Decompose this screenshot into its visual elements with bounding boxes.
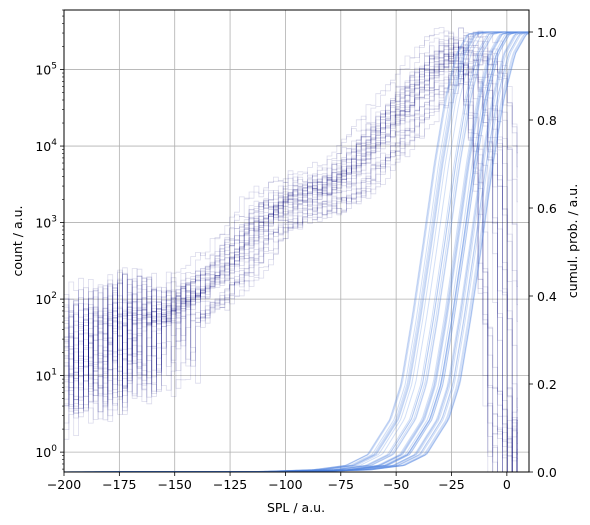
- y-right-tick-label: 0.2: [537, 377, 557, 392]
- cdf-series-group: [63, 31, 530, 473]
- histogram-series-line: [64, 65, 518, 412]
- y-axis-left-label: count / a.u.: [10, 206, 25, 277]
- histogram-series-line: [64, 27, 518, 473]
- y-left-tick-base: 10: [35, 445, 51, 460]
- histogram-series-line: [64, 38, 518, 473]
- x-tick-label: −75: [328, 477, 354, 492]
- x-axis: −200 −175 −150 −125 −100 −75 −50 −25 0: [47, 472, 511, 492]
- histogram-series-line: [64, 67, 518, 473]
- histogram-series-line: [64, 35, 518, 473]
- y-left-tick-label: 104: [35, 138, 57, 154]
- histogram-series-line: [64, 42, 518, 473]
- histogram-series-group: [64, 27, 518, 473]
- y-left-tick-exponent: 3: [51, 215, 57, 225]
- histogram-series-line: [64, 41, 518, 455]
- y-axis-right-label: cumul. prob. / a.u.: [565, 184, 580, 298]
- y-left-tick-base: 10: [35, 63, 51, 78]
- histogram-series-line: [64, 41, 518, 473]
- histogram-series-line: [64, 54, 518, 421]
- histogram-series-line: [64, 27, 518, 438]
- histogram-series-line: [64, 65, 518, 473]
- y-left-tick-base: 10: [35, 369, 51, 384]
- y-left-tick-exponent: 1: [51, 368, 57, 378]
- histogram-series-line: [64, 30, 518, 385]
- histogram-series-line: [64, 39, 518, 473]
- plot-frame: [63, 9, 530, 473]
- cdf-series-line: [64, 31, 529, 473]
- histogram-series-line: [64, 46, 518, 473]
- x-tick-label: −100: [268, 477, 302, 492]
- histogram-series-line: [64, 53, 518, 473]
- y-right-tick-label: 0.0: [537, 465, 557, 480]
- histogram-series-line: [64, 37, 518, 444]
- histogram-series-line: [64, 44, 518, 473]
- y-left-tick-base: 10: [35, 292, 51, 307]
- histogram-series-line: [64, 36, 518, 473]
- y-left-tick-exponent: 0: [51, 444, 57, 454]
- y-left-tick-label: 102: [35, 291, 57, 307]
- histogram-series-line: [64, 40, 518, 412]
- y-left-tick-base: 10: [35, 139, 51, 154]
- histogram-series-line: [64, 53, 518, 473]
- y-left-tick-label: 103: [35, 215, 57, 231]
- x-tick-label: 0: [503, 477, 511, 492]
- y-axis-right: 0.0 0.2 0.4 0.6 0.8 1.0: [529, 25, 557, 480]
- histogram-series-line: [64, 54, 518, 430]
- histogram-series-line: [64, 52, 518, 473]
- y-left-tick-exponent: 4: [51, 138, 57, 148]
- histogram-series-line: [64, 47, 518, 473]
- histogram-series-line: [64, 51, 518, 473]
- histogram-series-line: [64, 45, 518, 473]
- y-left-tick-label: 105: [35, 62, 57, 78]
- x-tick-label: −150: [158, 477, 192, 492]
- y-left-tick-base: 10: [35, 216, 51, 231]
- histogram-series-line: [64, 62, 518, 473]
- x-tick-label: −200: [47, 477, 81, 492]
- histogram-series-line: [64, 57, 518, 408]
- y-right-tick-label: 0.8: [537, 113, 557, 128]
- histogram-series-line: [64, 30, 518, 473]
- y-left-tick-exponent: 2: [51, 291, 57, 301]
- histogram-series-line: [64, 32, 518, 405]
- x-axis-label: SPL / a.u.: [267, 500, 325, 515]
- y-left-tick-exponent: 5: [51, 62, 57, 72]
- histogram-series-line: [64, 46, 518, 473]
- histogram-series-line: [64, 56, 518, 473]
- histogram-series-line: [64, 42, 518, 473]
- histogram-series-line: [64, 39, 518, 473]
- x-tick-label: −175: [102, 477, 136, 492]
- y-left-tick-label: 100: [35, 444, 57, 460]
- x-tick-label: −50: [383, 477, 409, 492]
- grid: [63, 10, 529, 472]
- histogram-series-line: [64, 54, 518, 413]
- y-right-tick-label: 0.6: [537, 201, 557, 216]
- y-right-tick-label: 1.0: [537, 25, 557, 40]
- histogram-series-line: [64, 64, 518, 462]
- histogram-series-line: [64, 56, 518, 409]
- x-tick-label: −25: [438, 477, 464, 492]
- histogram-series-line: [64, 27, 518, 473]
- x-tick-label: −125: [213, 477, 247, 492]
- y-right-tick-label: 0.4: [537, 289, 557, 304]
- y-left-tick-label: 101: [35, 368, 57, 384]
- histogram-series-line: [64, 63, 518, 473]
- histogram-series-line: [64, 57, 518, 473]
- histogram-series-line: [64, 53, 518, 473]
